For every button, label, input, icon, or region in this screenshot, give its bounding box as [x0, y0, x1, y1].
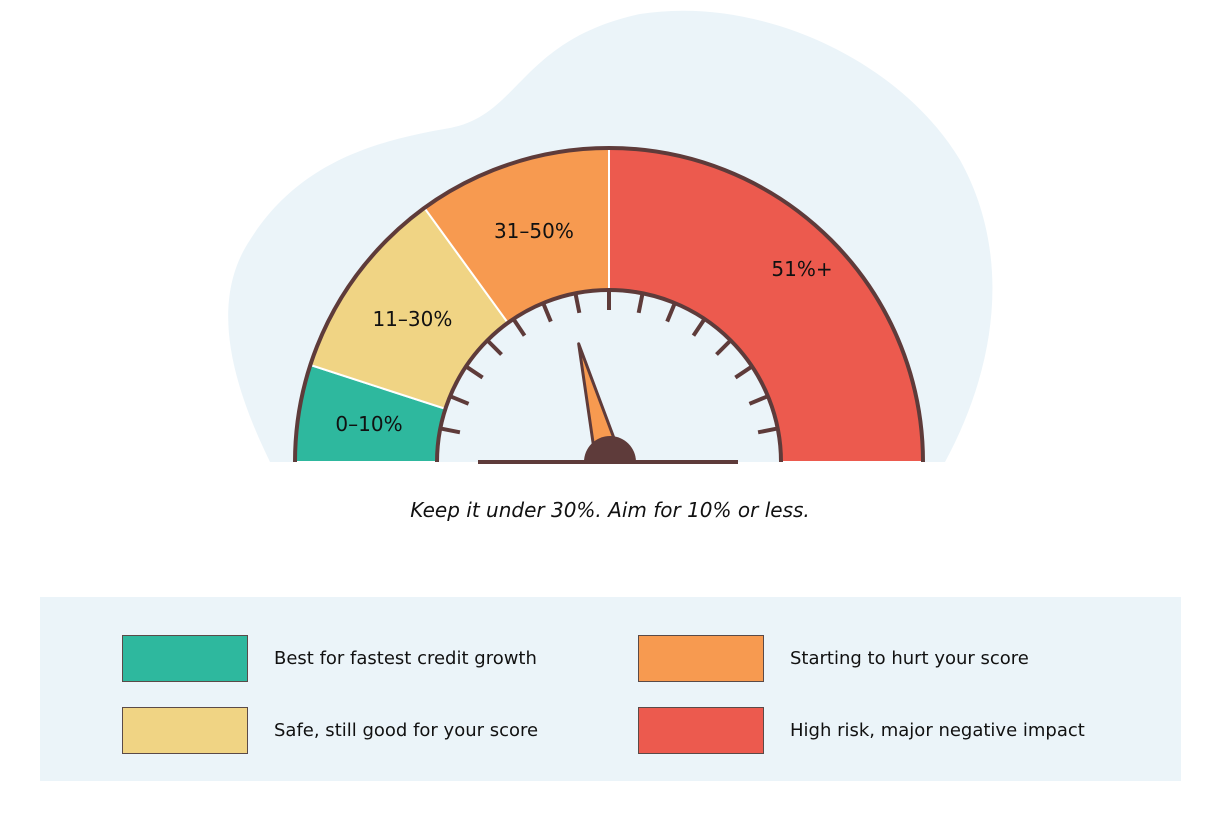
legend-item: Starting to hurt your score: [638, 635, 1029, 682]
tick-mark: [734, 364, 754, 380]
tick-mark: [636, 292, 645, 314]
legend-label: Starting to hurt your score: [790, 648, 1029, 669]
gauge-chart: 0–10% 11–30% 31–50% 51%+: [228, 10, 993, 464]
tick-mark: [665, 302, 677, 323]
tick-mark: [691, 317, 707, 337]
tick-mark: [541, 302, 553, 323]
legend-item: Safe, still good for your score: [122, 707, 538, 754]
tick-mark: [511, 317, 527, 337]
legend-item: Best for fastest credit growth: [122, 635, 537, 682]
legend-label: High risk, major negative impact: [790, 720, 1085, 741]
legend-label: Safe, still good for your score: [274, 720, 539, 741]
legend-item: High risk, major negative impact: [638, 707, 1085, 754]
tick-mark: [757, 426, 779, 435]
tick-mark: [573, 292, 582, 314]
legend-swatch-yellow: [122, 707, 248, 754]
outer-arc: [293, 146, 925, 463]
tick-mark: [485, 338, 503, 356]
gauge-caption: Keep it under 30%. Aim for 10% or less.: [410, 498, 810, 522]
segment-label: 51%+: [771, 257, 832, 281]
segment-label: 11–30%: [372, 307, 452, 331]
tick-mark: [464, 364, 484, 380]
tick-mark: [748, 394, 769, 406]
legend-swatch-green: [122, 635, 248, 682]
segment-label: 0–10%: [335, 412, 402, 436]
tick-mark: [439, 426, 461, 435]
tick-mark: [715, 338, 733, 356]
legend: Best for fastest credit growth Safe, sti…: [40, 597, 1181, 781]
segment-label: 31–50%: [494, 219, 574, 243]
legend-swatch-orange: [638, 635, 764, 682]
needle-hub: [584, 436, 636, 462]
tick-mark: [449, 394, 470, 406]
legend-swatch-red: [638, 707, 764, 754]
legend-label: Best for fastest credit growth: [274, 648, 537, 669]
